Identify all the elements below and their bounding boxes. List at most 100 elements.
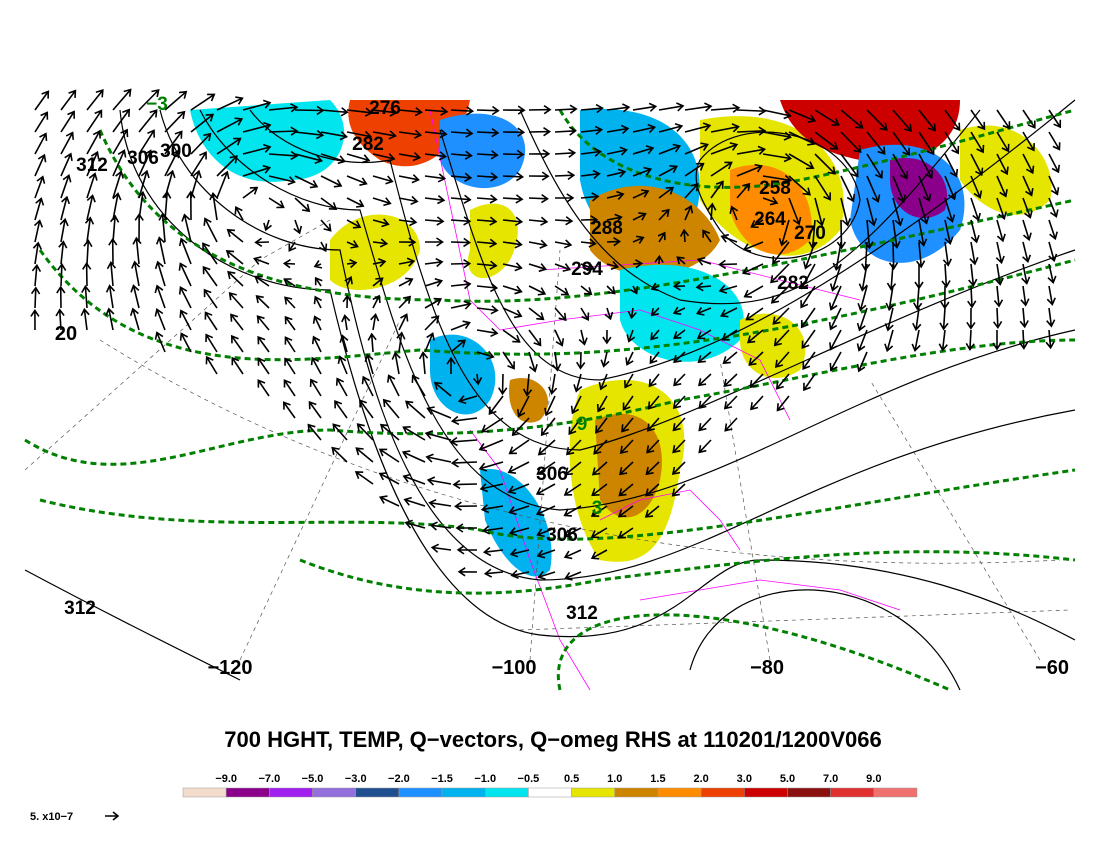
vector [778,219,790,247]
vector [334,400,348,419]
vector [911,329,921,353]
colorbar-label: 9.0 [866,773,881,785]
contour [695,131,861,259]
vector [627,307,637,320]
vector [619,439,634,455]
vector [242,99,272,111]
vector [318,241,328,253]
vector [382,398,400,419]
vector [829,263,842,292]
vector [803,241,816,270]
colorbar-label: 5.0 [780,773,795,785]
vector [944,197,956,223]
vector [625,351,634,366]
vector [858,263,868,292]
vector [242,164,272,177]
vector [618,483,634,497]
vector [942,241,953,267]
vector [650,329,660,341]
vector [632,145,655,155]
border [469,429,591,691]
vector [723,373,738,387]
vector [829,329,842,351]
vector [203,217,218,243]
vector [591,483,608,497]
vector [770,263,790,284]
vector [762,196,779,206]
longitude-label: −120 [207,657,252,679]
vector [803,373,816,392]
vector [884,307,894,332]
vector [648,373,660,388]
vector [944,153,959,178]
vector [372,153,396,163]
vector [34,90,50,111]
vector [372,258,387,268]
vector [154,284,166,309]
grid-line [719,359,771,661]
vector [913,285,923,311]
vector [450,237,472,248]
vector [502,127,526,137]
vector [814,109,840,126]
colorbar-swatch [657,787,702,798]
vector [723,395,738,410]
vector [658,102,685,112]
colorbar-label: 7.0 [823,773,838,785]
vector [736,126,767,136]
vector [828,307,842,331]
vector [396,331,406,353]
vector [190,93,216,111]
vector [522,373,533,397]
vector [788,175,811,196]
vector [801,329,816,349]
vector [736,145,767,155]
vector [268,150,299,161]
vector [450,128,474,138]
vector [554,193,575,203]
vector [335,377,348,397]
vector [354,471,374,485]
vector [230,334,244,353]
vector [257,379,270,397]
vector [745,307,764,321]
vector [814,175,831,201]
vector [411,374,426,397]
vector [866,197,878,227]
vector [535,505,556,517]
vector [580,262,596,272]
vector [424,315,440,331]
colorbar-swatch [830,787,875,798]
vector [337,355,348,375]
vector [593,439,608,455]
vector [938,329,948,352]
vector [209,191,219,221]
vector [346,197,365,208]
vector [202,242,218,265]
contour [556,613,951,692]
temperature-label: −3 [146,94,168,115]
colorbar-label: −0.5 [518,773,540,785]
vector [372,197,392,207]
vector [402,473,426,485]
vector [632,235,645,245]
vector [918,153,934,179]
vector [216,96,244,111]
vector [528,193,549,204]
vector [502,105,526,115]
vector [580,285,593,296]
vector [81,284,91,309]
vector [478,439,504,452]
colorbar-label: 3.0 [737,773,752,785]
vector [476,350,495,360]
vector [284,315,296,331]
vector [162,190,172,221]
vector [254,237,270,247]
vector [227,270,244,287]
colorbar-swatch [441,787,486,798]
vector [355,447,374,463]
vector [554,148,577,158]
vector [554,263,572,272]
vector [216,155,238,177]
longitude-label: −80 [750,657,784,679]
